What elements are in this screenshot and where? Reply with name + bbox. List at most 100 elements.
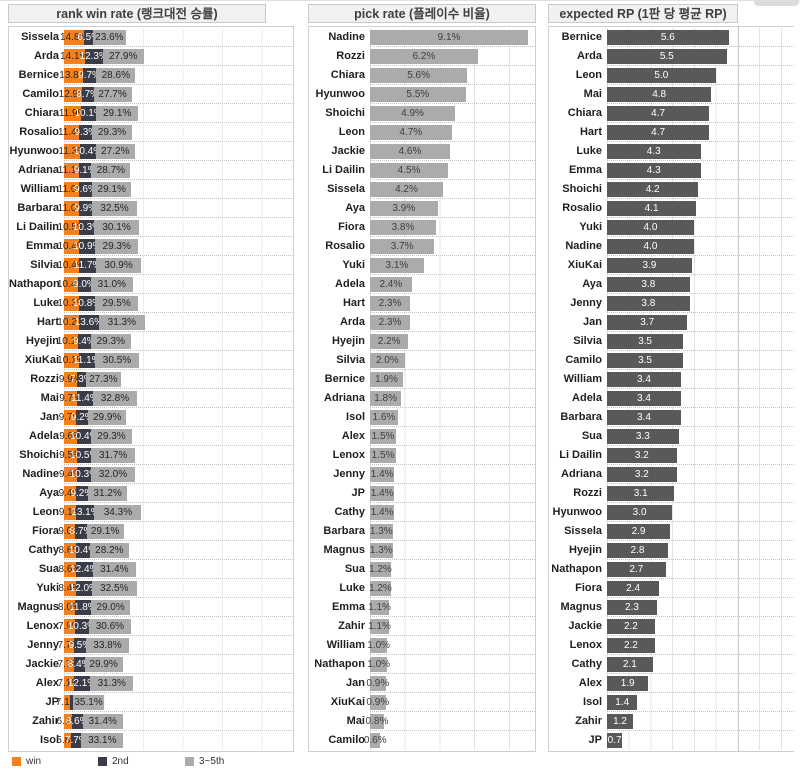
bar-segment-win: 10.5% [58, 220, 86, 235]
bar: 6.2% [370, 49, 478, 64]
bar-segment-win: 9.5% [59, 448, 82, 463]
chart-row: Zahir 1.2 [549, 712, 794, 731]
bar-segment-2nd: 9.5% [68, 638, 91, 653]
row-label: Fiora [32, 525, 59, 537]
bar-track: 9.5% 10.5% 31.7% [59, 446, 293, 465]
bar-segment-3-5th: 35.1% [73, 695, 105, 710]
stacked-bar: 9.6% 10.4% 29.3% [59, 429, 144, 444]
bar-segment-3-5th: 29.1% [95, 106, 139, 121]
chart-row: JP 1.4% [309, 484, 535, 503]
row-label: Nadine [328, 31, 365, 43]
bar: 1.2% [369, 581, 392, 596]
bar-value-label: 3.4 [637, 374, 651, 385]
chart-row: Jan 0.9% [309, 674, 535, 693]
segment-value-label: 13.8% [59, 70, 88, 81]
chart-row: Sissela 4.2% [309, 180, 535, 199]
chart-row: Jenny 1.4% [309, 465, 535, 484]
bar-track: 3.5 [607, 351, 794, 370]
bar-value-label: 2.9 [631, 526, 646, 537]
stacked-bar: 11.4% 9.3% 29.3% [58, 125, 143, 140]
row-label: Alex [35, 677, 59, 689]
bar-segment-win: 10.1% [57, 353, 86, 368]
chart-row: Nadine 9.4% 10.3% 32.0% [9, 465, 293, 484]
bar-value-label: 2.2 [623, 640, 638, 651]
segment-value-label: 33.8% [93, 640, 122, 651]
segment-value-label: 31.3% [97, 678, 126, 689]
bar-segment-3-5th: 29.3% [91, 429, 132, 444]
bar: 1.5% [370, 448, 397, 463]
bar-segment-win: 11.0% [58, 201, 85, 216]
row-label: Adriana [561, 468, 602, 480]
bar-value-label: 3.5 [638, 355, 652, 366]
bar-track: 6.1% 8.6% 31.4% [56, 712, 293, 731]
chart-row: Camilo 3.5 [549, 351, 794, 370]
row-label: XiuKai [330, 696, 365, 708]
row-label: Jackie [568, 620, 602, 632]
legend-label-2nd: 2nd [112, 756, 129, 767]
bar: 1.1% [368, 600, 391, 615]
bar-value-label: 1.4% [370, 469, 394, 480]
bar-segment-2nd: 11.4% [71, 391, 99, 406]
bar-segment-2nd: 10.8% [73, 296, 101, 311]
segment-value-label: 8.6% [65, 716, 89, 727]
bar: 4.3 [607, 163, 701, 178]
segment-value-label: 9.6% [59, 431, 82, 442]
bar-track: 1.5% [370, 446, 535, 465]
bar-track: 3.2 [607, 465, 794, 484]
row-label: Hyejin [331, 335, 365, 347]
segment-value-label: 12.4% [70, 564, 99, 575]
bar-segment-3-5th: 32.8% [92, 391, 138, 406]
legend-item-3-5th: 3~5th [185, 756, 224, 767]
segment-value-label: 33.1% [88, 735, 117, 746]
bar-segment-3-5th: 29.3% [95, 239, 139, 254]
segment-value-label: 8.4% [67, 659, 91, 670]
legend-item-2nd: 2nd [98, 756, 129, 767]
segment-value-label: 11.7% [73, 260, 102, 271]
bar: 1.8% [370, 391, 402, 406]
segment-value-label: 10.5% [70, 450, 99, 461]
chart-row: Lenox 1.5% [309, 446, 535, 465]
row-label: Yuki [342, 259, 365, 271]
chart-row: Fiora 3.8% [309, 218, 535, 237]
chart-row: Silvia 2.0% [309, 351, 535, 370]
row-label: Arda [339, 316, 365, 328]
row-label: Sua [581, 430, 602, 442]
stacked-bar: 7.9% 10.3% 30.6% [58, 619, 144, 634]
bar-track: 4.0 [607, 218, 794, 237]
bar-value-label: 2.4% [379, 279, 403, 290]
chart-row: Leon 5.0 [549, 66, 794, 85]
pick-rate-title: pick rate (플레이수 비율) [308, 4, 536, 23]
chart-row: Nadine 4.0 [549, 237, 794, 256]
segment-value-label: 8.6% [58, 564, 82, 575]
bar: 4.7 [607, 106, 710, 121]
segment-value-label: 23.6% [95, 32, 124, 43]
bar-segment-2nd: 13.6% [75, 315, 103, 330]
chart-row: Adriana 3.2 [549, 465, 794, 484]
bar-segment-win: 14.8% [60, 30, 88, 45]
row-label: Silvia [573, 335, 602, 347]
bar-segment-win: 9.4% [59, 486, 81, 501]
bar: 3.7% [370, 239, 435, 254]
bar-track: 4.8 [607, 85, 794, 104]
bar-value-label: 1.6% [372, 412, 396, 423]
row-label: Luke [33, 297, 59, 309]
chart-row: Nathapon 1.0% [309, 655, 535, 674]
bar-value-label: 1.5% [371, 431, 395, 442]
bar-segment-win: 10.4% [57, 239, 86, 254]
chart-row: Hyejin 2.2% [309, 332, 535, 351]
row-label: Aya [582, 278, 602, 290]
segment-value-label: 10.4% [70, 431, 99, 442]
chart-row: Cathy 1.4% [309, 503, 535, 522]
chart-row: Shoichi 4.2 [549, 180, 794, 199]
bar-value-label: 4.0 [643, 241, 658, 252]
row-label: Magnus [560, 601, 602, 613]
bar-value-label: 5.5 [659, 51, 674, 62]
bar-segment-2nd: 7.3% [70, 372, 93, 387]
segment-value-label: 13.1% [71, 507, 100, 518]
bar-track: 10.5% 10.3% 30.1% [58, 218, 293, 237]
row-label: William [20, 183, 59, 195]
bar-value-label: 1.4% [370, 507, 394, 518]
bar-track: 1.2% [369, 579, 535, 598]
bar-segment-win: 9.6% [59, 429, 82, 444]
segment-value-label: 14.8% [59, 32, 89, 43]
